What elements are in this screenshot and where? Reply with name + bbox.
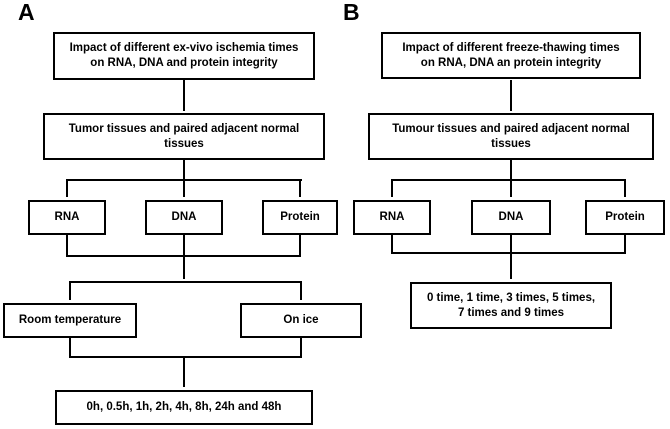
panel-a-rna-box: RNA [28,200,106,235]
panel-b-tissue-line1: Tumour tissues and paired adjacent norma… [392,122,630,135]
panel-a-protein-box: Protein [262,200,338,235]
panel-a-rna-label: RNA [54,211,80,223]
panel-a-tissue-box: Tumor tissues and paired adjacent normal… [43,113,325,160]
panel-a-room-temperature-label: Room temperature [18,314,122,326]
panel-b-cycles-line1: 0 time, 1 time, 3 times, 5 times, [426,291,596,304]
panel-b-rna-box: RNA [353,200,431,235]
panel-b-label: B [343,0,360,25]
panel-b-objective-box: Impact of different freeze-thawing times… [381,32,641,79]
panel-a-tissue-line2: tissues [164,137,204,150]
panel-a-label: A [18,0,35,25]
panel-a-objective-line1: Impact of different ex-vivo ischemia tim… [69,42,299,54]
panel-b-rna-label: RNA [379,211,405,223]
panel-a-timepoints-box: 0h, 0.5h, 1h, 2h, 4h, 8h, 24h and 48h [55,390,313,425]
panel-a-on-ice-label: On ice [283,314,319,326]
panel-b-protein-box: Protein [585,200,665,235]
panel-b-protein-label: Protein [605,211,645,223]
panel-b-dna-label: DNA [498,211,524,223]
panel-a-tissue-line1: Tumor tissues and paired adjacent normal [68,122,300,135]
panel-b-cycles-box: 0 time, 1 time, 3 times, 5 times, 7 time… [410,282,612,329]
panel-a-timepoints-label: 0h, 0.5h, 1h, 2h, 4h, 8h, 24h and 48h [86,401,282,413]
panel-b-tissue-line2: tissues [491,137,531,150]
panel-b-cycles-line2: 7 times and 9 times [457,306,565,319]
panel-b-tissue-box: Tumour tissues and paired adjacent norma… [368,113,654,160]
panel-a-dna-label: DNA [171,211,197,223]
panel-a-objective-line2: on RNA, DNA and protein integrity [90,57,278,69]
panel-a-on-ice-box: On ice [240,303,362,338]
panel-b-dna-box: DNA [471,200,551,235]
panel-a-objective-box: Impact of different ex-vivo ischemia tim… [53,32,315,80]
panel-a-protein-label: Protein [280,211,320,223]
panel-b-objective-line2: on RNA, DNA an protein integrity [420,56,602,69]
panel-b-objective-line1: Impact of different freeze-thawing times [402,41,620,54]
panel-a-room-temperature-box: Room temperature [3,303,137,338]
panel-a-dna-box: DNA [145,200,223,235]
